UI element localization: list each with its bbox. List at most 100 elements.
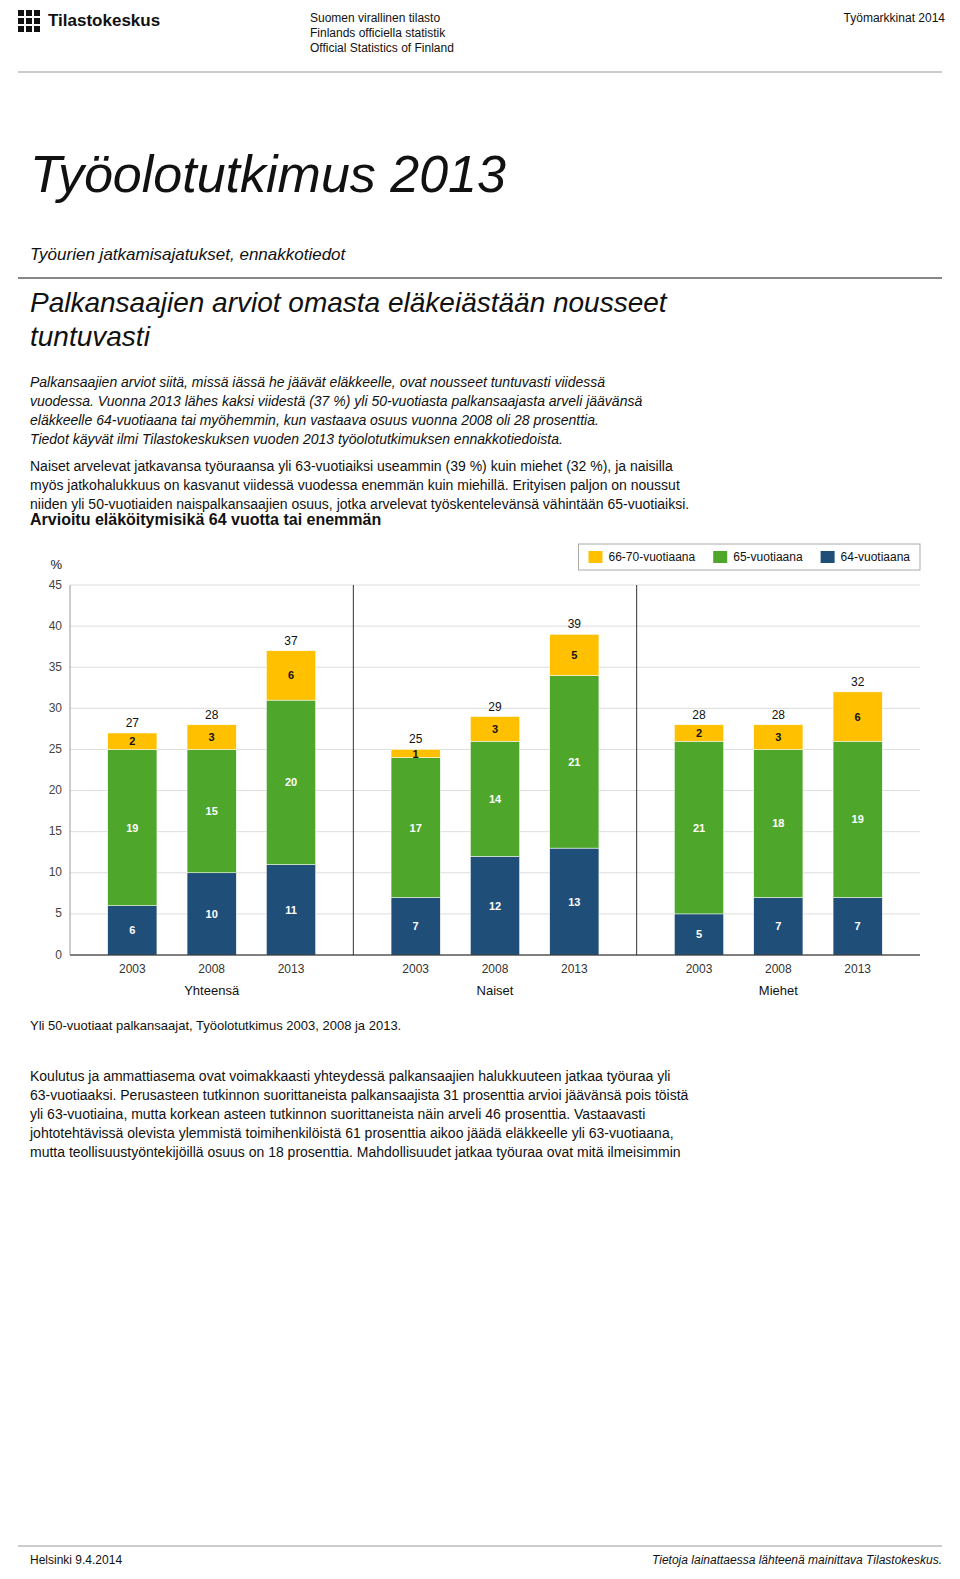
legend-swatch — [713, 551, 727, 563]
body-text: niiden yli 50-vuotiaiden naispalkansaaji… — [30, 496, 689, 512]
footer-right: Tietoja lainattaessa lähteenä mainittava… — [652, 1553, 942, 1567]
y-axis-label: % — [50, 557, 62, 572]
body-text: yli 63-vuotiaina, mutta korkean asteen t… — [30, 1106, 645, 1122]
data-label: 21 — [568, 756, 580, 768]
grid-line — [70, 955, 920, 956]
data-label: 3 — [209, 731, 215, 743]
data-label: 6 — [855, 711, 861, 723]
bar-segment — [187, 873, 236, 955]
legend-swatch — [821, 551, 835, 563]
group-separator — [636, 585, 637, 955]
legend-label: 64-vuotiaana — [841, 550, 911, 564]
x-tick-label: 2003 — [686, 962, 713, 976]
bars — [108, 634, 883, 955]
data-label: 2 — [696, 727, 702, 739]
data-labels: 6192271015328112063771712512143291321539… — [126, 617, 865, 940]
data-label: 18 — [772, 817, 784, 829]
body-text: Palkansaajien arviot siitä, missä iässä … — [30, 374, 605, 390]
x-tick-label: 2008 — [482, 962, 509, 976]
footer-rule — [18, 1546, 942, 1547]
bar-segment — [108, 749, 157, 905]
grid-line — [70, 585, 920, 586]
logo-square — [18, 10, 24, 16]
grid-line — [70, 626, 920, 627]
bar-segment — [550, 634, 599, 675]
header-line: Official Statistics of Finland — [310, 41, 454, 55]
data-label: 6 — [288, 669, 294, 681]
bar-segment — [187, 725, 236, 750]
total-label: 32 — [851, 675, 865, 689]
logo-square — [18, 26, 24, 32]
logo — [18, 10, 40, 32]
x-tick-label: 2003 — [119, 962, 146, 976]
x-tick-label: 2008 — [765, 962, 792, 976]
x-tick-label: 2013 — [561, 962, 588, 976]
y-axis — [70, 585, 71, 955]
sub-title: Työurien jatkamisajatukset, ennakkotiedo… — [30, 245, 347, 264]
total-label: 28 — [205, 708, 219, 722]
logo-square — [34, 18, 40, 24]
data-label: 19 — [852, 813, 864, 825]
group-label: Miehet — [759, 983, 798, 998]
bar-segment — [266, 865, 315, 955]
total-label: 29 — [488, 700, 502, 714]
data-label: 20 — [285, 776, 297, 788]
legend-label: 66-70-vuotiaana — [608, 550, 695, 564]
y-tick-label: 30 — [49, 701, 63, 715]
body-text: johtotehtävissä olevista ylemmistä toimi… — [29, 1125, 674, 1141]
data-label: 12 — [489, 900, 501, 912]
legend-label: 65-vuotiaana — [733, 550, 803, 564]
footer-left: Helsinki 9.4.2014 — [30, 1553, 122, 1567]
grid-line — [70, 667, 920, 668]
total-label: 28 — [692, 708, 706, 722]
bar-segment — [754, 725, 803, 750]
data-label: 19 — [126, 822, 138, 834]
bar-segment — [470, 856, 519, 955]
logo-text: Tilastokeskus — [48, 11, 160, 30]
y-tick-label: 35 — [49, 660, 63, 674]
bar-segment — [550, 848, 599, 955]
y-tick-label: 0 — [55, 948, 62, 962]
header-rule — [18, 72, 942, 73]
legend-frame — [578, 544, 920, 570]
header-line: Suomen virallinen tilasto — [310, 11, 440, 25]
logo-square — [34, 10, 40, 16]
data-label: 3 — [492, 723, 498, 735]
chart-title: Arvioitu eläköitymisikä 64 vuotta tai en… — [30, 511, 381, 528]
body-text: Tiedot käyvät ilmi Tilastokeskuksen vuod… — [30, 431, 563, 447]
data-label: 7 — [413, 920, 419, 932]
y-tick-label: 40 — [49, 619, 63, 633]
data-label: 21 — [693, 822, 705, 834]
y-tick-label: 10 — [49, 865, 63, 879]
body-text: myös jatkohalukkuus on kasvanut viidessä… — [30, 477, 680, 493]
title-rule — [18, 277, 942, 278]
data-label: 14 — [489, 793, 502, 805]
body-text: mutta teollisuustyöntekijöillä osuus on … — [30, 1144, 681, 1160]
body-text: 63-vuotiaaksi. Perusasteen tutkinnon suo… — [30, 1087, 689, 1103]
bar-segment — [187, 749, 236, 872]
body-text: eläkkeelle 64-vuotiaana tai myöhemmin, k… — [30, 412, 599, 428]
total-label: 28 — [772, 708, 786, 722]
data-label: 6 — [129, 924, 135, 936]
logo-square — [26, 10, 32, 16]
data-label: 2 — [129, 735, 135, 747]
caption: Yli 50-vuotiaat palkansaajat, Työolotutk… — [30, 1018, 401, 1033]
data-label: 7 — [855, 920, 861, 932]
bar-segment — [108, 733, 157, 749]
data-label: 17 — [410, 822, 422, 834]
bar-segment — [833, 897, 882, 955]
data-label: 5 — [696, 928, 702, 940]
body-text: Naiset arvelevat jatkavansa työuraansa y… — [30, 458, 673, 474]
y-tick-label: 15 — [49, 824, 63, 838]
x-axis — [70, 955, 920, 956]
bar-segment — [674, 725, 723, 741]
bar-segment — [391, 758, 440, 898]
data-label: 13 — [568, 896, 580, 908]
legend: 66-70-vuotiaana 65-vuotiaana 64-vuotiaana — [578, 544, 920, 570]
bar-segment — [674, 741, 723, 914]
bar-segment — [108, 906, 157, 955]
data-label: 15 — [206, 805, 218, 817]
y-tick-label: 25 — [49, 742, 63, 756]
logo-square — [34, 26, 40, 32]
group-label: Naiset — [477, 983, 514, 998]
